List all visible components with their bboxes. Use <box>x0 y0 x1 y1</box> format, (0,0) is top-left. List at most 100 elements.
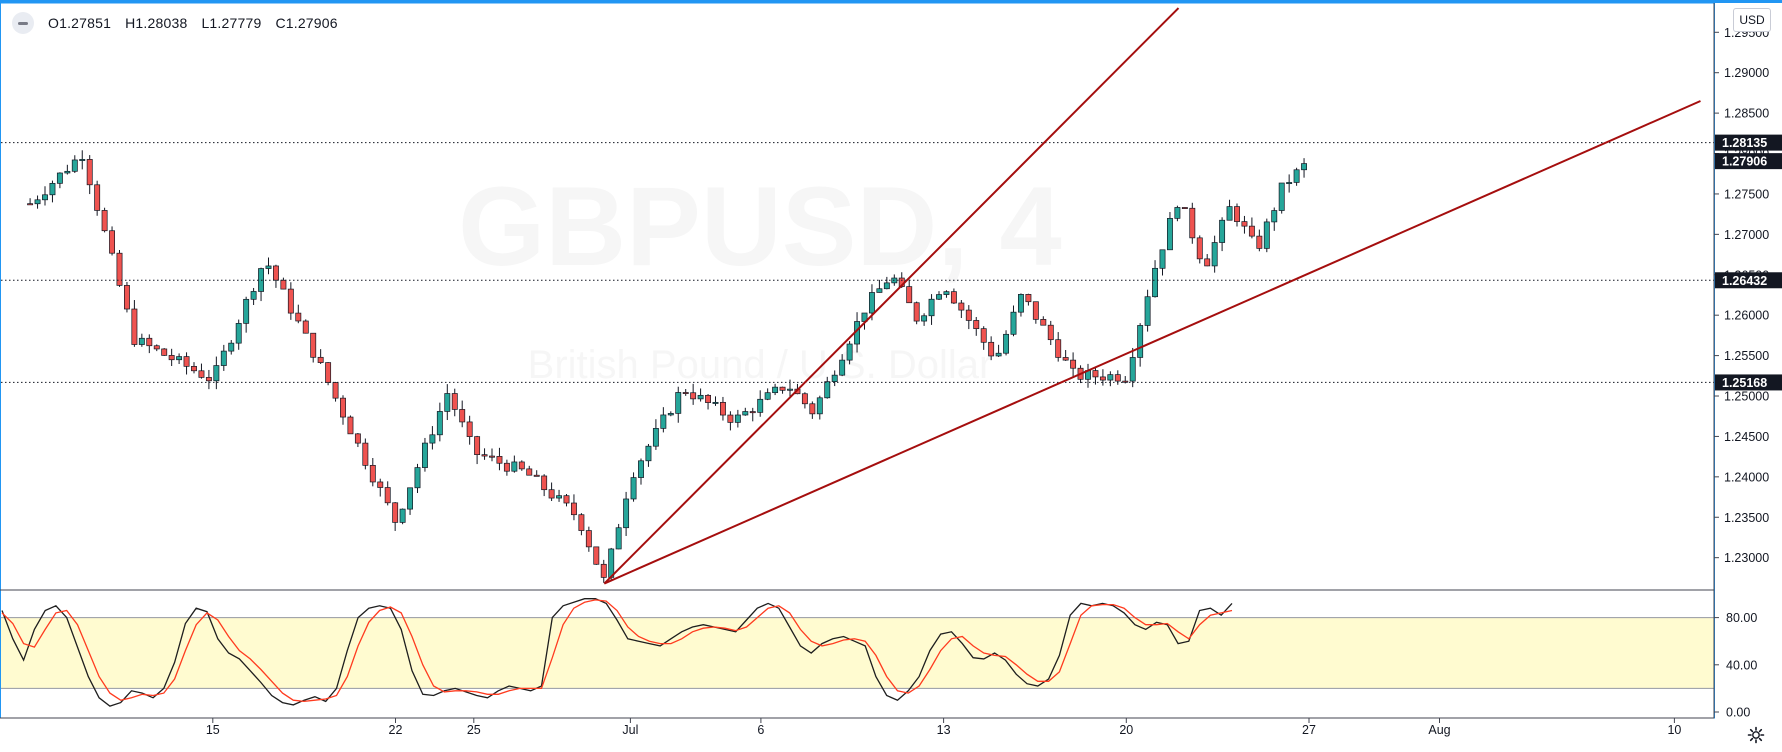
candle-body <box>965 309 972 321</box>
candle-body <box>831 374 838 382</box>
candle-body <box>734 414 741 423</box>
candle-body <box>1271 210 1278 223</box>
candle-body <box>213 365 220 382</box>
candle-body <box>198 370 205 378</box>
legend-low: L1.27779 <box>201 15 262 31</box>
candle-body <box>474 436 481 455</box>
candle-body <box>593 546 600 565</box>
candle-body <box>690 392 697 400</box>
candle-body <box>325 362 332 383</box>
candle-body <box>958 302 965 311</box>
candle-body <box>518 461 525 470</box>
price-line-label-bg <box>1715 374 1782 391</box>
candle-body <box>578 514 585 531</box>
candle-body <box>228 342 235 352</box>
y-tick-label: 1.25000 <box>1724 390 1769 404</box>
candle-body <box>1129 357 1136 382</box>
candle-body <box>697 394 704 400</box>
y-tick-label: 1.23500 <box>1724 511 1769 525</box>
candle-body <box>705 394 712 403</box>
candle-body <box>1189 207 1196 239</box>
candle-body <box>1263 221 1270 249</box>
candle-body <box>332 382 339 399</box>
collapse-legend-button[interactable] <box>12 12 34 34</box>
gear-icon[interactable] <box>1747 726 1765 744</box>
candle-body <box>302 320 309 334</box>
candle-body <box>1107 374 1114 381</box>
candle-body <box>49 182 56 196</box>
candle-body <box>816 397 823 415</box>
candle-body <box>1055 339 1062 358</box>
candle-body <box>295 312 302 322</box>
candle-body <box>988 341 995 357</box>
candle-body <box>1040 319 1047 326</box>
candle-body <box>42 194 48 201</box>
candle-body <box>123 285 130 310</box>
watermark-description: British Pound / U.S. Dollar <box>528 343 993 387</box>
candle-body <box>757 398 764 413</box>
candle-body <box>1166 218 1173 251</box>
currency-button[interactable]: USD <box>1733 8 1771 32</box>
top-accent-bar <box>0 0 1782 3</box>
trendline <box>603 7 1180 585</box>
x-tick-label: 13 <box>937 723 951 737</box>
candle-body <box>407 487 414 510</box>
x-tick-label: Aug <box>1428 723 1450 737</box>
candle-body <box>727 414 734 423</box>
x-tick-label: 20 <box>1119 723 1133 737</box>
candle-body <box>995 352 1002 357</box>
candle-body <box>64 170 71 174</box>
stochastic-k-line <box>1 598 1233 707</box>
stochastic-band <box>1 617 1714 689</box>
candle-body <box>354 433 361 444</box>
candle-body <box>377 481 384 488</box>
y-tick-label: 1.27500 <box>1724 187 1769 201</box>
candle-body <box>79 159 86 161</box>
candle-body <box>921 315 928 322</box>
candle-body <box>526 468 533 476</box>
candle-body <box>1003 333 1010 354</box>
candle-body <box>1204 258 1211 267</box>
candle-body <box>146 337 153 347</box>
candle-body <box>1152 267 1158 298</box>
osc-y-tick-label: 40.00 <box>1726 658 1757 672</box>
candle-body <box>801 393 808 405</box>
candle-body <box>86 159 93 186</box>
candle-body <box>384 487 391 504</box>
candle-body <box>280 279 287 290</box>
candle-body <box>138 337 145 345</box>
price-line-label: 1.28135 <box>1722 136 1767 150</box>
candle-body <box>191 366 197 372</box>
candle-body <box>779 386 786 391</box>
candle-body <box>1234 206 1240 222</box>
candle-body <box>1211 242 1218 267</box>
candle-body <box>824 381 831 399</box>
candle-body <box>608 548 615 578</box>
candle-body <box>429 434 436 444</box>
candle-body <box>153 345 160 350</box>
candle-body <box>489 455 495 458</box>
candle-body <box>906 286 913 304</box>
candle-body <box>1278 182 1285 211</box>
y-tick-label: 1.25500 <box>1724 349 1769 363</box>
y-tick-label: 1.27000 <box>1724 228 1769 242</box>
candle-body <box>56 172 63 184</box>
candle-body <box>1062 357 1069 361</box>
ohlc-legend: O1.27851 H1.28038 L1.27779 C1.27906 <box>12 12 338 34</box>
legend-open: O1.27851 <box>48 15 112 31</box>
candle-body <box>570 502 577 516</box>
candle-body <box>943 291 950 295</box>
candle-body <box>109 230 115 254</box>
candle-body <box>176 356 183 361</box>
candle-body <box>660 414 667 429</box>
candle-body <box>563 495 570 504</box>
candle-body <box>1070 359 1077 369</box>
candle-body <box>243 298 250 324</box>
candle-body <box>340 397 346 418</box>
candle-body <box>265 265 272 269</box>
candle-body <box>1181 207 1188 210</box>
candle-body <box>1114 374 1121 382</box>
candle-body <box>183 356 190 367</box>
candle-body <box>347 416 354 435</box>
